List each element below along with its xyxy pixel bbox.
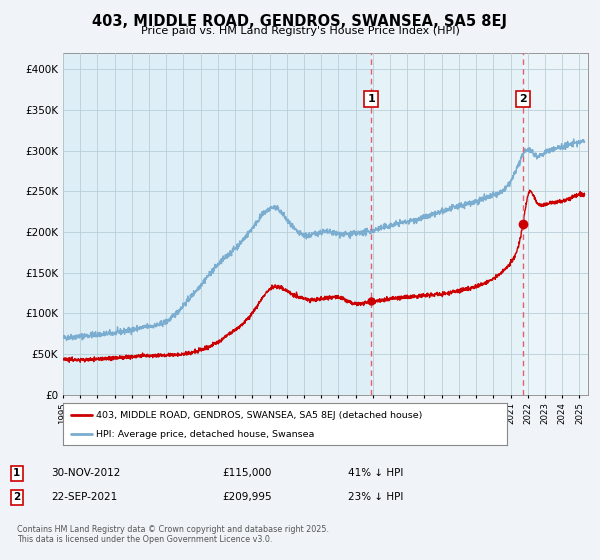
Text: 23% ↓ HPI: 23% ↓ HPI bbox=[348, 492, 403, 502]
Text: 30-NOV-2012: 30-NOV-2012 bbox=[51, 468, 121, 478]
Text: £115,000: £115,000 bbox=[222, 468, 271, 478]
Text: 1: 1 bbox=[368, 94, 376, 104]
Text: HPI: Average price, detached house, Swansea: HPI: Average price, detached house, Swan… bbox=[96, 430, 314, 439]
Text: Price paid vs. HM Land Registry's House Price Index (HPI): Price paid vs. HM Land Registry's House … bbox=[140, 26, 460, 36]
Text: Contains HM Land Registry data © Crown copyright and database right 2025.
This d: Contains HM Land Registry data © Crown c… bbox=[17, 525, 329, 544]
Bar bbox=[371, 53, 600, 395]
Bar bbox=[523, 53, 600, 395]
Text: 403, MIDDLE ROAD, GENDROS, SWANSEA, SA5 8EJ (detached house): 403, MIDDLE ROAD, GENDROS, SWANSEA, SA5 … bbox=[96, 411, 422, 420]
Text: 41% ↓ HPI: 41% ↓ HPI bbox=[348, 468, 403, 478]
Text: 22-SEP-2021: 22-SEP-2021 bbox=[51, 492, 117, 502]
Text: £209,995: £209,995 bbox=[222, 492, 272, 502]
Text: 2: 2 bbox=[13, 492, 20, 502]
Text: 1: 1 bbox=[13, 468, 20, 478]
Text: 2: 2 bbox=[519, 94, 527, 104]
Text: 403, MIDDLE ROAD, GENDROS, SWANSEA, SA5 8EJ: 403, MIDDLE ROAD, GENDROS, SWANSEA, SA5 … bbox=[92, 14, 508, 29]
